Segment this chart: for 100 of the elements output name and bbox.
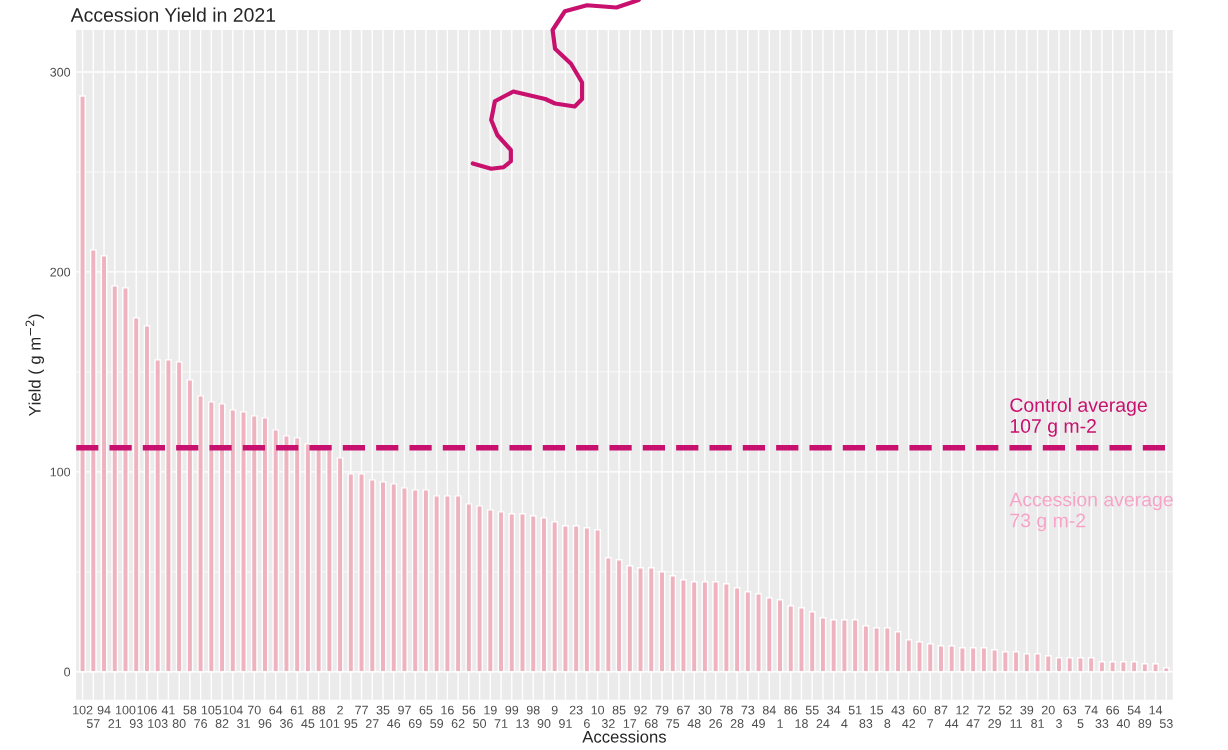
x-tick-label: 47 bbox=[966, 719, 980, 728]
x-tick-label: 21 bbox=[108, 719, 122, 728]
x-tick-label: 29 bbox=[988, 719, 1001, 728]
x-tick-label: 2 bbox=[337, 705, 343, 715]
x-tick-label: 55 bbox=[805, 705, 819, 715]
y-tick-label: 100 bbox=[50, 467, 71, 477]
x-tick-label: 19 bbox=[484, 705, 497, 715]
x-tick-label: 81 bbox=[1031, 719, 1044, 728]
y-tick-label: 300 bbox=[50, 67, 71, 77]
x-tick-label: 43 bbox=[891, 705, 905, 715]
x-tick-label: 87 bbox=[934, 705, 948, 715]
x-tick-label: 56 bbox=[462, 705, 476, 715]
x-tick-label: 51 bbox=[848, 705, 862, 715]
x-axis-title: Accessions bbox=[582, 730, 666, 743]
x-tick-label: 17 bbox=[623, 719, 637, 728]
x-tick-label: 98 bbox=[526, 705, 540, 715]
x-tick-label: 97 bbox=[398, 705, 411, 715]
x-tick-label: 79 bbox=[655, 705, 669, 715]
x-tick-label: 83 bbox=[859, 719, 873, 728]
x-tick-label: 77 bbox=[355, 705, 368, 715]
x-tick-label: 89 bbox=[1138, 719, 1152, 728]
annotation: Accession average 73 g m-2 bbox=[1009, 492, 1173, 532]
x-tick-label: 54 bbox=[1127, 705, 1141, 715]
x-tick-label: 106 bbox=[137, 705, 157, 715]
x-tick-label: 71 bbox=[494, 719, 508, 728]
x-tick-label: 86 bbox=[784, 705, 798, 715]
x-tick-label: 94 bbox=[97, 705, 111, 715]
x-tick-label: 32 bbox=[601, 719, 615, 728]
x-tick-label: 5 bbox=[1077, 719, 1084, 728]
x-tick-label: 104 bbox=[223, 705, 243, 715]
chart-title: Accession Yield in 2021 bbox=[70, 7, 276, 22]
x-tick-label: 41 bbox=[161, 705, 175, 715]
y-tick-label: 0 bbox=[64, 667, 71, 677]
x-tick-label: 33 bbox=[1095, 719, 1109, 728]
x-tick-label: 68 bbox=[644, 719, 658, 728]
x-tick-label: 26 bbox=[709, 719, 723, 728]
x-tick-label: 57 bbox=[86, 719, 100, 728]
x-tick-label: 39 bbox=[1020, 705, 1034, 715]
x-tick-label: 7 bbox=[927, 719, 934, 728]
x-tick-label: 80 bbox=[172, 719, 186, 728]
x-tick-label: 103 bbox=[148, 719, 168, 728]
x-tick-label: 8 bbox=[884, 719, 891, 728]
x-tick-label: 24 bbox=[816, 719, 830, 728]
x-tick-label: 73 bbox=[741, 705, 755, 715]
x-tick-label: 105 bbox=[201, 705, 222, 715]
x-tick-label: 92 bbox=[634, 705, 647, 715]
x-tick-label: 30 bbox=[698, 705, 712, 715]
x-tick-label: 44 bbox=[945, 719, 959, 728]
x-tick-label: 10 bbox=[591, 705, 605, 715]
x-tick-label: 40 bbox=[1116, 719, 1130, 728]
y-tick-label: 200 bbox=[50, 267, 71, 277]
x-tick-label: 35 bbox=[376, 705, 390, 715]
x-tick-label: 46 bbox=[387, 719, 401, 728]
x-tick-label: 34 bbox=[827, 705, 841, 715]
x-tick-label: 6 bbox=[584, 719, 590, 728]
x-tick-label: 13 bbox=[516, 719, 529, 728]
x-tick-label: 85 bbox=[612, 705, 626, 715]
x-tick-label: 11 bbox=[1010, 719, 1022, 728]
x-tick-label: 60 bbox=[913, 705, 926, 715]
x-tick-label: 23 bbox=[569, 705, 583, 715]
x-tick-label: 3 bbox=[1056, 719, 1062, 728]
x-tick-label: 28 bbox=[730, 719, 744, 728]
x-tick-label: 48 bbox=[687, 719, 701, 728]
x-tick-label: 18 bbox=[795, 719, 808, 728]
y-axis-title: Yield ( g m$^{−2}$) bbox=[25, 314, 44, 417]
x-tick-label: 88 bbox=[312, 705, 326, 715]
x-tick-label: 9 bbox=[551, 705, 558, 715]
x-tick-label: 12 bbox=[956, 705, 969, 715]
x-tick-label: 27 bbox=[365, 719, 379, 728]
x-tick-label: 102 bbox=[73, 705, 93, 715]
x-tick-label: 61 bbox=[290, 705, 304, 715]
x-tick-label: 84 bbox=[762, 705, 776, 715]
x-tick-label: 58 bbox=[183, 705, 197, 715]
ref-line-label: Control average 107 g m-2 bbox=[1010, 397, 1147, 437]
x-tick-label: 16 bbox=[441, 705, 454, 715]
x-tick-label: 70 bbox=[247, 705, 261, 715]
x-tick-label: 91 bbox=[559, 719, 572, 728]
x-tick-label: 4 bbox=[841, 719, 848, 728]
x-tick-label: 99 bbox=[505, 705, 519, 715]
x-tick-label: 50 bbox=[473, 719, 487, 728]
x-tick-label: 65 bbox=[419, 705, 433, 715]
x-tick-label: 76 bbox=[194, 719, 208, 728]
x-tick-label: 95 bbox=[344, 719, 358, 728]
x-tick-label: 59 bbox=[430, 719, 444, 728]
x-tick-label: 100 bbox=[116, 705, 136, 715]
x-tick-label: 101 bbox=[319, 719, 340, 728]
x-tick-label: 78 bbox=[720, 705, 733, 715]
x-tick-label: 52 bbox=[998, 705, 1012, 715]
x-tick-label: 82 bbox=[215, 719, 229, 728]
x-tick-label: 66 bbox=[1106, 705, 1120, 715]
x-tick-label: 31 bbox=[237, 719, 250, 728]
x-tick-label: 63 bbox=[1063, 705, 1077, 715]
x-tick-label: 14 bbox=[1149, 705, 1163, 715]
x-tick-label: 90 bbox=[537, 719, 551, 728]
x-tick-label: 20 bbox=[1041, 705, 1055, 715]
x-tick-label: 36 bbox=[279, 719, 293, 728]
x-tick-label: 62 bbox=[451, 719, 465, 728]
x-tick-label: 96 bbox=[258, 719, 272, 728]
x-tick-label: 72 bbox=[977, 705, 991, 715]
x-tick-label: 67 bbox=[677, 705, 690, 715]
